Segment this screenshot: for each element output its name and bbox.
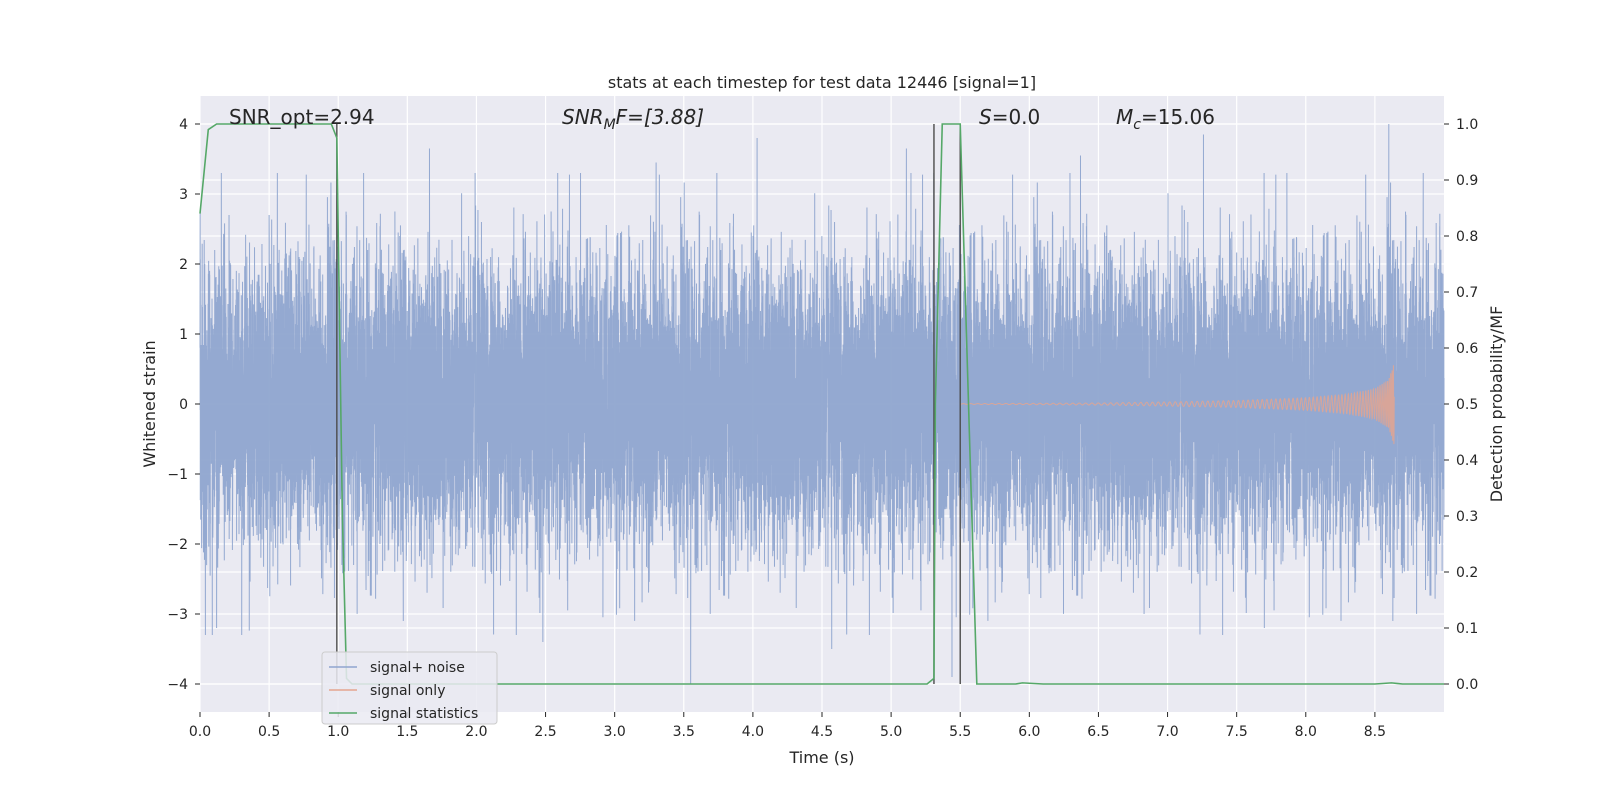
snr-opt-annotation: SNR_opt=2.94	[229, 105, 375, 129]
signal-noise-line	[199, 123, 1445, 685]
x-tick-label: 2.0	[465, 724, 487, 740]
y-tick-label: −1	[167, 467, 188, 483]
x-tick-label: 4.5	[811, 724, 833, 740]
y-right-tick-label: 0.1	[1456, 621, 1478, 637]
snr-mf-rest-text: F=[3.88]	[616, 105, 704, 129]
y-right-tick-label: 0.4	[1456, 453, 1478, 469]
x-tick-label: 2.5	[534, 724, 556, 740]
snr-mf-annotation: SNRMF=[3.88]	[562, 105, 704, 133]
legend-frame	[321, 651, 498, 725]
x-tick-label: 4.0	[742, 724, 764, 740]
x-tick-label: 1.0	[327, 724, 349, 740]
x-tick-label: 3.0	[604, 724, 626, 740]
legend-label: signal statistics	[370, 706, 478, 722]
x-tick-label: 3.5	[673, 724, 695, 740]
s-rest: =0.0	[992, 105, 1041, 129]
signal-noise-series	[199, 123, 1445, 685]
legend: signal+ noise signal only signal statistic…	[321, 651, 498, 725]
y-right-tick-label: 0.0	[1456, 677, 1478, 693]
y-right-tick-label: 0.5	[1456, 397, 1478, 413]
snr-mf-main: SNR	[562, 105, 604, 129]
y-axis-right-label: Detection probability/MF	[1487, 306, 1506, 503]
x-tick-label: 0.0	[189, 724, 211, 740]
y-axis-right-ticks: 0.0 0.1 0.2 0.3 0.4 0.5 0.6 0.7 0.8 0.9 1.0	[1444, 117, 1478, 693]
y-axis-label: Whitened strain	[140, 340, 159, 467]
legend-label: signal+ noise	[370, 660, 465, 676]
snr-mf-rest: F=[3.88]	[616, 105, 704, 129]
y-tick-label: 4	[179, 117, 188, 133]
x-tick-label: 7.5	[1226, 724, 1248, 740]
signal-statistics-line	[199, 123, 1444, 685]
legend-label: signal only	[370, 683, 445, 699]
y-tick-label: −2	[167, 537, 188, 553]
mc-main: M	[1116, 105, 1133, 129]
snr-mf-sub: M	[604, 117, 616, 133]
x-tick-label: 5.5	[949, 724, 971, 740]
x-tick-label: 8.0	[1295, 724, 1317, 740]
y-axis-ticks: −4 −3 −2 −1 0 1 2 3 4	[167, 117, 200, 693]
mc-sub: c	[1133, 117, 1141, 133]
chart-title: stats at each timestep for test data 124…	[608, 73, 1036, 92]
y-right-tick-label: 0.7	[1456, 285, 1478, 301]
y-right-tick-label: 0.9	[1456, 173, 1478, 189]
y-tick-label: −3	[167, 607, 188, 623]
mc-rest: =15.06	[1141, 105, 1215, 129]
x-tick-label: 8.5	[1364, 724, 1386, 740]
signal-statistics-series	[199, 123, 1444, 685]
y-tick-label: 3	[179, 187, 188, 203]
s-annotation: S=0.0	[979, 105, 1040, 129]
x-axis-label: Time (s)	[788, 748, 854, 767]
y-tick-label: 0	[179, 397, 188, 413]
y-right-tick-label: 0.3	[1456, 509, 1478, 525]
x-axis-ticks: 0.0 0.5 1.0 1.5 2.0 2.5 3.0 3.5 4.0 4.5 5.0 5.5 6.0 6…	[189, 712, 1386, 740]
s-italic: S	[979, 105, 992, 129]
y-right-tick-label: 0.8	[1456, 229, 1478, 245]
x-tick-label: 5.0	[880, 724, 902, 740]
y-right-tick-label: 1.0	[1456, 117, 1478, 133]
x-tick-label: 7.0	[1156, 724, 1178, 740]
y-tick-label: 1	[179, 327, 188, 343]
y-right-tick-label: 0.2	[1456, 565, 1478, 581]
x-tick-label: 0.5	[258, 724, 280, 740]
signal-only-series	[960, 365, 1395, 445]
x-tick-label: 6.0	[1018, 724, 1040, 740]
mc-annotation: Mc=15.06	[1116, 105, 1215, 133]
signal-only-line	[960, 365, 1395, 445]
y-right-tick-label: 0.6	[1456, 341, 1478, 357]
y-tick-label: −4	[167, 677, 188, 693]
x-tick-label: 1.5	[396, 724, 418, 740]
x-tick-label: 6.5	[1087, 724, 1109, 740]
y-tick-label: 2	[179, 257, 188, 273]
